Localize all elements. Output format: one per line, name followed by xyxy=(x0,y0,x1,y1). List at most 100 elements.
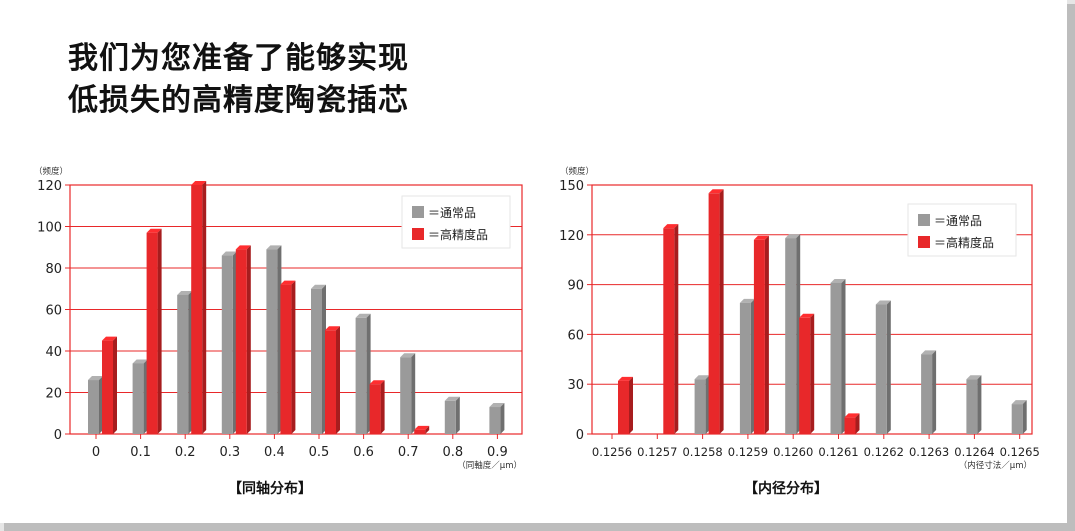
bar-side-high-precision xyxy=(202,181,207,434)
bar-side-standard xyxy=(411,353,416,434)
bar-standard xyxy=(875,304,887,434)
bar-top-standard xyxy=(921,350,937,355)
x-tick-label: 0.7 xyxy=(398,445,419,460)
bar-high-precision xyxy=(235,249,247,434)
bar-side-high-precision xyxy=(810,313,815,434)
y-tick-label: 40 xyxy=(45,345,62,360)
bar-standard xyxy=(785,238,797,434)
bar-standard xyxy=(694,379,706,434)
bar-side-high-precision xyxy=(674,224,679,434)
bar-side-high-precision xyxy=(291,280,296,434)
x-tick-label: 0.9 xyxy=(487,445,508,460)
bar-side-standard xyxy=(977,375,982,434)
bar-top-standard xyxy=(132,359,148,364)
x-axis-label: （同軸度／μm） xyxy=(457,460,522,471)
bar-side-high-precision xyxy=(719,189,724,434)
legend-swatch xyxy=(918,236,930,248)
headline-line-1: 我们为您准备了能够实现 xyxy=(68,41,409,76)
y-tick-label: 120 xyxy=(37,179,62,194)
bar-high-precision xyxy=(663,228,675,434)
y-tick-label: 90 xyxy=(567,279,584,294)
bar-high-precision xyxy=(414,429,426,434)
bar-side-standard xyxy=(932,350,937,434)
bar-high-precision xyxy=(369,384,381,434)
bar-top-high-precision xyxy=(663,224,679,229)
bar-side-high-precision xyxy=(425,425,430,434)
bar-high-precision xyxy=(102,340,113,434)
bar-standard xyxy=(311,288,322,434)
bar-top-standard xyxy=(1011,400,1027,405)
y-tick-label: 100 xyxy=(37,221,62,236)
bar-standard xyxy=(221,255,233,434)
bar-top-standard xyxy=(830,278,846,283)
legend-label: ＝高精度品 xyxy=(428,227,488,242)
x-tick-label: 0.5 xyxy=(309,445,330,460)
x-tick-label: 0.1259 xyxy=(728,445,768,459)
bar-top-standard xyxy=(489,403,505,408)
bar-top-standard xyxy=(311,284,326,289)
x-tick-label: 0.1261 xyxy=(818,445,858,459)
panel-shadow-right xyxy=(1067,4,1075,531)
y-tick-label: 60 xyxy=(567,328,584,343)
bar-top-high-precision xyxy=(102,336,117,341)
bar-top-high-precision xyxy=(369,380,385,385)
bar-top-high-precision xyxy=(325,326,340,331)
x-tick-label: 0.4 xyxy=(264,445,285,460)
bar-top-high-precision xyxy=(414,425,430,430)
bar-top-high-precision xyxy=(235,245,251,250)
x-tick-label: 0.1262 xyxy=(864,445,904,459)
bar-high-precision xyxy=(191,185,203,434)
x-tick-label: 0.6 xyxy=(353,445,374,460)
bar-top-standard xyxy=(966,375,982,380)
legend-label: ＝通常品 xyxy=(428,206,476,220)
bar-top-standard xyxy=(739,298,755,303)
bar-standard xyxy=(400,357,412,434)
bar-top-high-precision xyxy=(618,376,633,381)
bar-high-precision xyxy=(146,232,158,434)
bar-top-high-precision xyxy=(146,228,162,233)
bar-high-precision xyxy=(325,330,336,434)
legend-label: ＝通常品 xyxy=(934,214,982,228)
y-tick-label: 150 xyxy=(559,179,584,194)
bar-high-precision xyxy=(844,417,856,434)
bar-top-high-precision xyxy=(708,189,724,194)
x-tick-label: 0.1257 xyxy=(637,445,677,459)
bar-top-high-precision xyxy=(844,413,860,418)
bar-side-standard xyxy=(841,278,846,434)
bar-standard xyxy=(132,363,144,434)
y-tick-label: 0 xyxy=(576,428,584,443)
bar-top-standard xyxy=(785,234,801,239)
bar-standard xyxy=(355,317,367,434)
x-tick-label: 0.1263 xyxy=(909,445,949,459)
y-tick-label: 120 xyxy=(559,229,584,244)
bar-top-standard xyxy=(400,353,416,358)
x-tick-label: 0 xyxy=(92,445,100,460)
legend-swatch xyxy=(918,214,930,226)
bar-side-high-precision xyxy=(113,336,117,434)
bar-high-precision xyxy=(618,380,629,434)
bar-high-precision xyxy=(753,239,765,434)
x-tick-label: 0.8 xyxy=(442,445,463,460)
bar-standard xyxy=(266,249,278,434)
x-tick-label: 0.3 xyxy=(219,445,240,460)
bar-top-standard xyxy=(444,396,460,401)
x-tick-label: 0.1 xyxy=(130,445,151,460)
legend-swatch xyxy=(412,206,424,218)
bar-standard xyxy=(444,400,456,434)
y-tick-label: 0 xyxy=(54,428,62,443)
bar-side-high-precision xyxy=(246,245,251,434)
bar-top-standard xyxy=(177,290,193,295)
headline-line-2: 低损失的高精度陶瓷插芯 xyxy=(68,83,409,118)
bar-side-high-precision xyxy=(855,413,860,434)
headline: 我们为您准备了能够实现 低损失的高精度陶瓷插芯 xyxy=(68,38,409,122)
page-panel xyxy=(0,0,1067,523)
bar-top-standard xyxy=(221,251,237,256)
chart-caption-inner-diameter: 【内径分布】 xyxy=(744,481,828,497)
bar-top-high-precision xyxy=(280,280,296,285)
bar-standard xyxy=(739,302,751,434)
bar-standard xyxy=(489,407,501,434)
bar-side-high-precision xyxy=(380,380,385,434)
bar-side-standard xyxy=(886,300,891,434)
bar-side-high-precision xyxy=(629,376,633,434)
